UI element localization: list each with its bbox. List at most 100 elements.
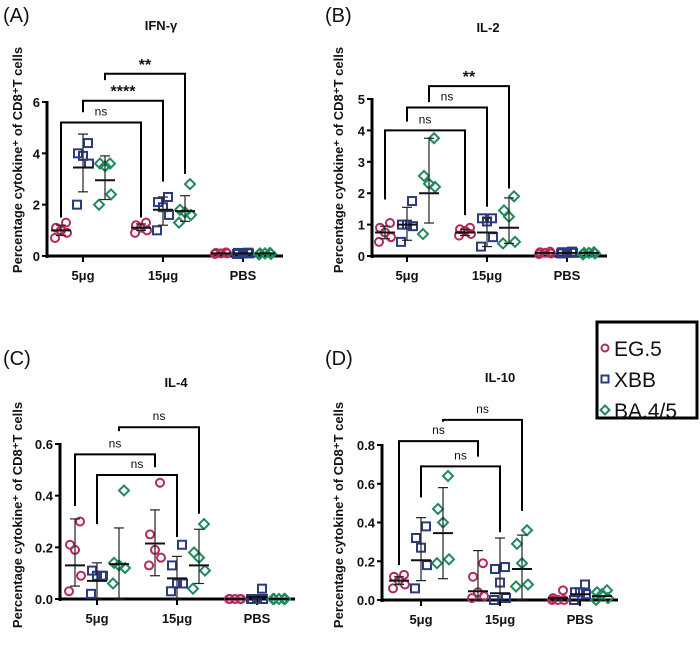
- data-point: [178, 578, 188, 589]
- significance-label: ns: [476, 402, 489, 416]
- series-eg5: [467, 549, 489, 604]
- x-tick-label: PBS: [230, 268, 257, 283]
- significance-bracket: [74, 453, 156, 506]
- data-point: [145, 529, 155, 540]
- data-point: [75, 516, 85, 527]
- x-tick-label: PBS: [567, 612, 594, 627]
- data-point: [253, 247, 267, 260]
- data-point: [374, 236, 384, 247]
- data-point: [582, 246, 596, 260]
- series-ba45: [266, 592, 292, 606]
- data-point: [187, 546, 201, 559]
- series-xbb: [476, 213, 498, 252]
- panel-a: (A) IFN-γ Percentage cytokine⁺ of CD8⁺T ce…: [3, 5, 283, 283]
- y-tick-label: 0.0: [357, 593, 375, 608]
- significance-bracket: [420, 465, 501, 533]
- series-ba45: [106, 484, 132, 600]
- y-tick-label: 6: [33, 95, 40, 110]
- data-point: [422, 560, 432, 571]
- y-tick-label: 3: [358, 155, 365, 170]
- panel-title: IL-4: [164, 375, 188, 390]
- data-point: [510, 537, 524, 551]
- data-point: [172, 216, 186, 230]
- series-ba45: [430, 469, 456, 580]
- y-tick-label: 2: [358, 186, 365, 201]
- series-xbb: [396, 196, 418, 247]
- series-xbb: [232, 247, 254, 259]
- data-point: [545, 246, 555, 257]
- data-point: [184, 208, 198, 222]
- data-point: [520, 523, 534, 537]
- significance-label: ****: [111, 84, 137, 101]
- data-point: [508, 235, 522, 249]
- series-eg5: [64, 516, 86, 597]
- data-point: [587, 245, 601, 259]
- data-point: [509, 580, 523, 593]
- data-point: [197, 517, 211, 531]
- data-point: [64, 586, 74, 597]
- data-point: [186, 582, 200, 596]
- data-point: [490, 564, 500, 574]
- panel-label: (D): [325, 348, 353, 370]
- significance-bracket: [428, 85, 510, 189]
- data-point: [272, 592, 286, 606]
- data-point: [72, 199, 82, 210]
- series-xbb: [556, 246, 578, 259]
- significance-bracket: [82, 99, 164, 182]
- data-point: [61, 217, 71, 228]
- significance-bracket: [60, 121, 142, 218]
- data-point: [183, 177, 197, 191]
- series-eg5: [50, 217, 72, 244]
- data-point: [488, 232, 498, 243]
- series-xbb: [86, 562, 108, 600]
- data-point: [76, 570, 86, 581]
- data-point: [558, 585, 568, 596]
- significance-bracket: [118, 426, 200, 514]
- panel-label: (B): [325, 5, 352, 27]
- data-point: [153, 197, 163, 208]
- y-tick-label: 4: [358, 123, 366, 138]
- y-tick-label: 0: [358, 249, 365, 264]
- legend-diamond-icon: [599, 404, 611, 416]
- data-point: [258, 247, 272, 260]
- panel-title: IFN-γ: [145, 18, 178, 33]
- data-point: [144, 560, 154, 571]
- y-tick-label: 0.6: [357, 477, 375, 492]
- series-eg5: [547, 585, 569, 605]
- data-point: [399, 569, 409, 580]
- data-point: [580, 579, 590, 590]
- data-point: [421, 521, 431, 532]
- series-ba45: [186, 517, 212, 596]
- data-point: [410, 583, 420, 594]
- data-point: [106, 577, 120, 590]
- series-eg5: [388, 569, 410, 594]
- data-point: [118, 561, 132, 575]
- data-point: [467, 593, 477, 604]
- significance-label: **: [139, 57, 152, 74]
- data-point: [431, 502, 445, 516]
- data-point: [177, 539, 187, 550]
- series-xbb: [569, 579, 591, 605]
- y-tick-label: 0.4: [357, 516, 376, 531]
- data-point: [385, 218, 395, 229]
- data-point: [167, 560, 177, 571]
- series-ba45: [172, 177, 198, 230]
- data-point: [131, 220, 141, 231]
- data-point: [173, 203, 187, 217]
- significance-label: ns: [153, 409, 166, 423]
- series-ba45: [496, 189, 522, 250]
- series-xbb: [489, 537, 511, 605]
- series-xbb: [166, 539, 188, 600]
- panel-label: (A): [3, 5, 30, 27]
- data-point: [97, 570, 107, 581]
- panel-title: IL-10: [485, 370, 515, 385]
- significance-label: ns: [131, 457, 144, 471]
- data-point: [427, 131, 441, 145]
- significance-label: **: [463, 69, 476, 86]
- data-point: [93, 157, 107, 171]
- y-tick-label: 2: [33, 198, 40, 213]
- data-point: [417, 169, 431, 183]
- panel-title: IL-2: [476, 20, 499, 35]
- y-tick-label: 0.0: [35, 592, 53, 607]
- series-ba45: [416, 131, 442, 241]
